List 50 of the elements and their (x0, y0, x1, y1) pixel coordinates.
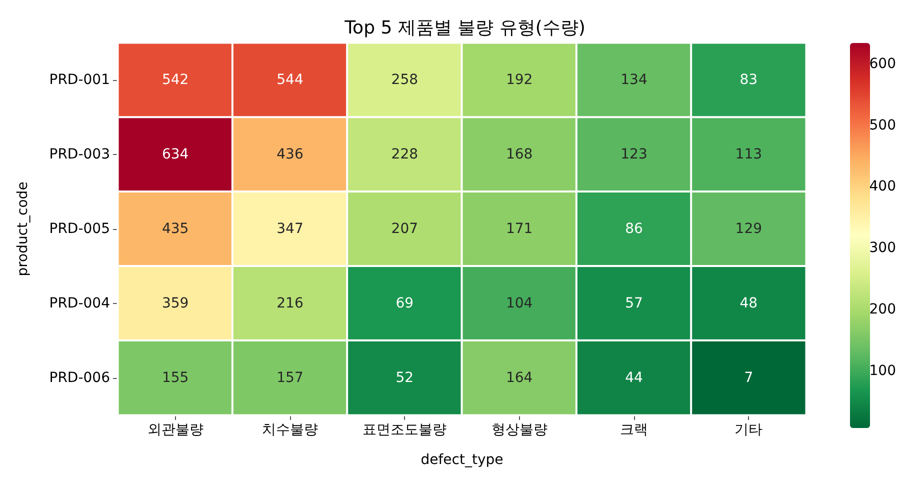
data-label: 347 (276, 221, 304, 237)
data-label: 544 (276, 72, 304, 88)
data-label: 634 (162, 146, 189, 163)
color-bar-label: 200 (869, 301, 896, 318)
data-label: 57 (625, 295, 643, 312)
y-tick-label: PRD-006 (49, 370, 110, 386)
x-tick-label: 크랙 (620, 422, 648, 438)
data-label: 168 (506, 146, 533, 163)
data-label: 83 (740, 72, 758, 88)
x-tick-label: 기타 (734, 422, 763, 438)
x-axis-title: defect_type (420, 452, 504, 468)
x-tick-label: 치수불량 (262, 422, 318, 438)
data-label: 86 (625, 221, 643, 237)
data-label: 359 (162, 295, 189, 312)
data-label: 104 (506, 295, 533, 312)
data-label: 216 (276, 295, 304, 312)
color-bar-label: 500 (869, 117, 896, 134)
y-tick-label: PRD-003 (49, 146, 110, 163)
data-label: 435 (162, 221, 189, 237)
data-label: 155 (162, 370, 189, 386)
color-bar-label: 100 (869, 362, 896, 379)
data-label: 48 (740, 295, 758, 312)
data-label: 7 (744, 370, 754, 386)
y-tick-label: PRD-001 (49, 72, 110, 88)
y-tick-label: PRD-004 (49, 295, 110, 312)
data-label: 44 (625, 370, 643, 386)
y-axis-title: product_code (15, 182, 31, 276)
color-bar-label: 400 (869, 178, 896, 195)
data-label: 123 (620, 146, 648, 163)
x-tick-label: 표면조도불량 (362, 422, 447, 438)
color-bar-label: 300 (869, 240, 896, 256)
data-label: 228 (391, 146, 418, 163)
data-label: 436 (276, 146, 304, 163)
y-tick-label: PRD-005 (49, 221, 110, 237)
data-label: 164 (506, 370, 533, 386)
x-tick-label: 형상불량 (491, 422, 548, 438)
x-tick-label: 외관불량 (147, 422, 204, 438)
data-label: 542 (162, 72, 189, 88)
data-label: 192 (506, 72, 533, 88)
data-label: 129 (735, 221, 762, 237)
color-bar-label: 600 (869, 56, 896, 72)
chart-title: Top 5 제품별 불량 유형(수량) (344, 18, 586, 38)
data-label: 258 (391, 72, 418, 88)
data-label: 52 (396, 370, 414, 386)
data-label: 113 (735, 146, 762, 163)
data-label: 207 (391, 221, 418, 237)
data-label: 69 (396, 295, 414, 312)
data-label: 171 (506, 221, 533, 237)
data-label: 134 (620, 72, 648, 88)
data-label: 157 (276, 370, 304, 386)
